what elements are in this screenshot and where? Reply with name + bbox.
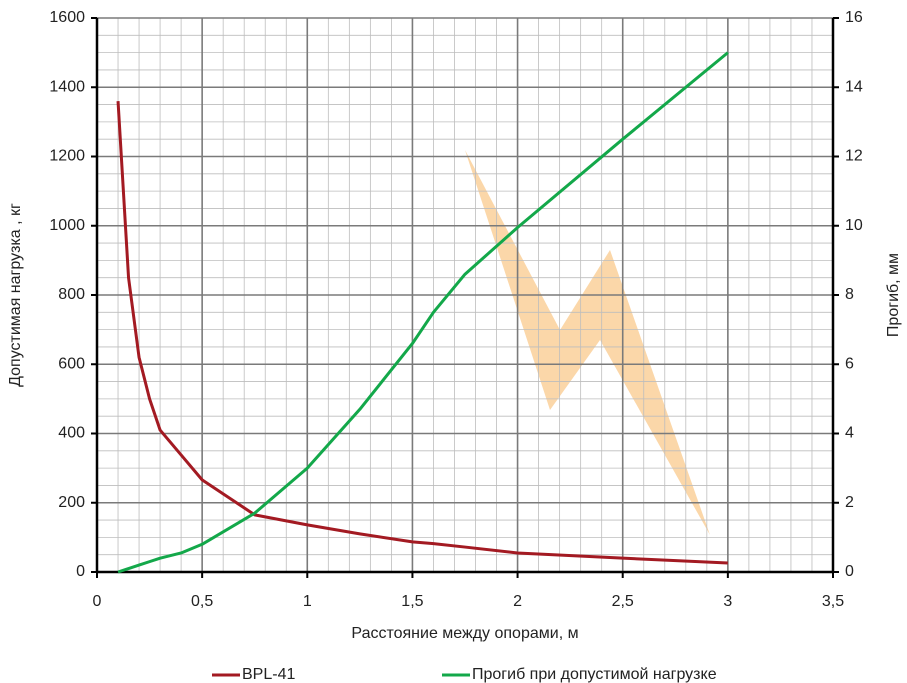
legend-label: BPL-41 (242, 666, 295, 683)
y-tick-label: 1200 (49, 148, 85, 165)
x-tick-label: 0 (93, 593, 102, 610)
x-tick-label: 3 (723, 593, 732, 610)
x-tick-label: 2,5 (612, 593, 634, 610)
y2-tick-label: 14 (845, 78, 863, 95)
y-tick-label: 1000 (49, 217, 85, 234)
x-tick-label: 1,5 (401, 593, 423, 610)
y-tick-label: 800 (58, 286, 85, 303)
y2-tick-label: 0 (845, 563, 854, 580)
y-tick-label: 1400 (49, 78, 85, 95)
x-axis-title: Расстояние между опорами, м (351, 625, 578, 642)
y-tick-label: 400 (58, 425, 85, 442)
y-tick-label: 600 (58, 355, 85, 372)
y-tick-label: 200 (58, 494, 85, 511)
y2-tick-label: 8 (845, 286, 854, 303)
watermark (465, 150, 710, 535)
legend-label: Прогиб при допустимой нагрузке (472, 666, 717, 683)
y2-axis-title: Прогиб, мм (885, 253, 902, 337)
y2-tick-label: 2 (845, 494, 854, 511)
x-tick-label: 2 (513, 593, 522, 610)
series-line (117, 51, 729, 574)
series-line (116, 101, 728, 565)
y2-tick-label: 10 (845, 217, 863, 234)
y2-tick-label: 4 (845, 425, 854, 442)
y-axis-title: Допустимая нагрузка , кг (7, 203, 24, 387)
y-tick-label: 0 (76, 563, 85, 580)
x-tick-label: 0,5 (191, 593, 213, 610)
y-tick-label: 1600 (49, 9, 85, 26)
y2-tick-label: 12 (845, 148, 863, 165)
x-tick-label: 1 (303, 593, 312, 610)
y2-tick-label: 16 (845, 9, 863, 26)
y2-tick-label: 6 (845, 355, 854, 372)
x-tick-label: 3,5 (822, 593, 844, 610)
